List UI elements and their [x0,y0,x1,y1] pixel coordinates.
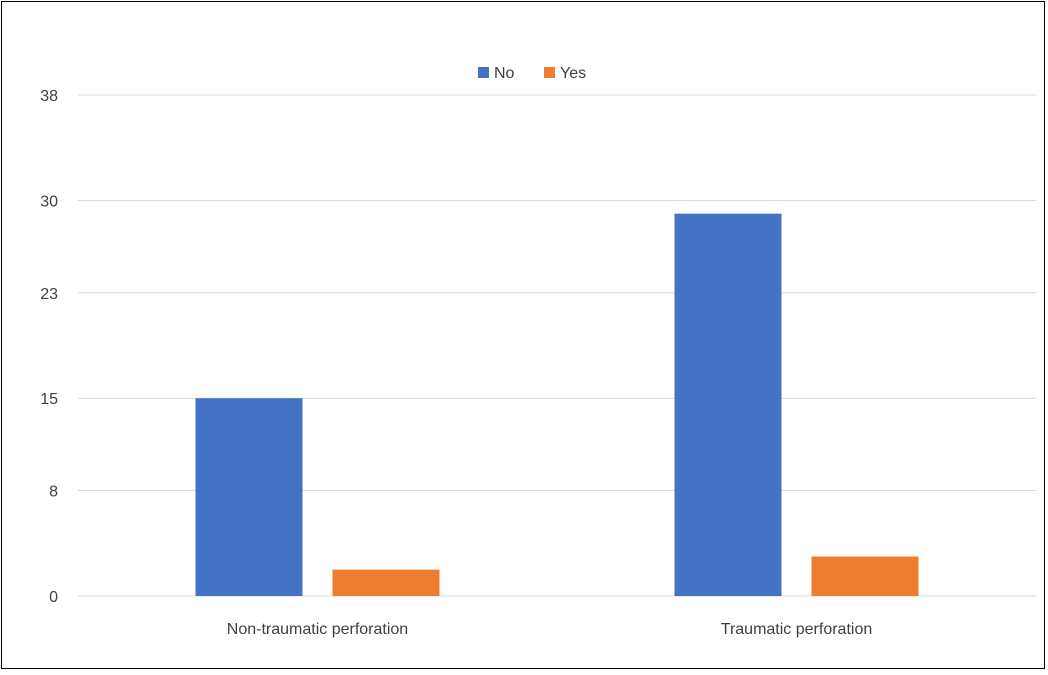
y-tick-label: 0 [49,589,58,606]
legend-label: No [494,65,515,82]
legend-label: Yes [560,65,586,82]
y-tick-label: 30 [40,193,58,210]
y-axis-tick-labels: 0 8 15 23 30 38 [40,88,58,606]
y-tick-label: 38 [40,88,58,105]
x-category-label: Non-traumatic perforation [227,621,408,638]
bar-yes-2 [811,556,919,596]
legend-swatch [544,67,555,78]
bar-no-2 [674,213,782,596]
x-axis-category-labels: Non-traumatic perforation Traumatic perfo… [227,621,872,638]
x-category-label: Traumatic perforation [721,621,872,638]
y-tick-label: 8 [49,484,58,501]
legend: No Yes [478,65,586,82]
legend-swatch [478,67,489,78]
bar-no-1 [195,398,303,596]
y-tick-label: 23 [40,286,58,303]
bars [195,213,919,596]
bar-yes-1 [332,569,440,596]
y-tick-label: 15 [40,391,58,408]
